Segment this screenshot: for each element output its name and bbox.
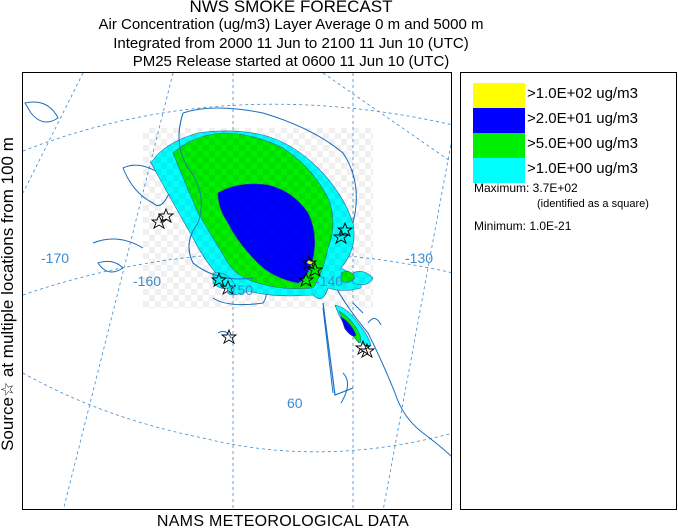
smoke-contours [143, 128, 374, 346]
footer-data-source: NAMS METEOROLOGICAL DATA [156, 513, 410, 530]
legend-swatch-yellow [473, 83, 525, 108]
concentration-subtitle: Air Concentration (ug/m3) Layer Average … [98, 16, 484, 33]
lon-label-150: -150 [225, 282, 253, 298]
smoke-map[interactable]: -170 -160 -150 -140 -130 60 [22, 72, 452, 510]
lon-label-130: -130 [405, 250, 433, 266]
integration-period: Integrated from 2000 11 Jun to 2100 11 J… [113, 35, 469, 52]
legend-swatch-blue [473, 108, 525, 133]
forecast-title: NWS SMOKE FORECAST [189, 0, 393, 16]
legend-swatch-cyan [473, 158, 525, 183]
maximum-note: (identified as a square) [537, 198, 649, 210]
border-line [322, 302, 354, 396]
checker-wash [143, 128, 373, 308]
legend-label: >5.0E+00 ug/m3 [527, 135, 638, 152]
lon-label-140: -140 [315, 273, 343, 289]
source-markers [150, 207, 376, 359]
map-canvas: -170 -160 -150 -140 -130 60 [23, 73, 451, 509]
source-axis-label: Source☆ at multiple locations from 100 m [0, 137, 17, 451]
legend-label: >1.0E+00 ug/m3 [527, 160, 638, 177]
legend-swatch-green [473, 133, 525, 158]
lat-label-60: 60 [287, 395, 303, 411]
release-info: PM25 Release started at 0600 11 Jun 10 (… [132, 53, 450, 70]
legend-label: >2.0E+01 ug/m3 [527, 110, 638, 127]
lon-label-160: -160 [133, 273, 161, 289]
legend-label: >1.0E+02 ug/m3 [527, 85, 638, 102]
contour-blue-south [340, 316, 357, 337]
lon-label-170: -170 [41, 250, 69, 266]
legend-panel: >1.0E+02 ug/m3 >2.0E+01 ug/m3 >5.0E+00 u… [460, 72, 677, 510]
maximum-value: Maximum: 3.7E+02 [474, 181, 578, 195]
minimum-value: Minimum: 1.0E-21 [474, 219, 572, 233]
